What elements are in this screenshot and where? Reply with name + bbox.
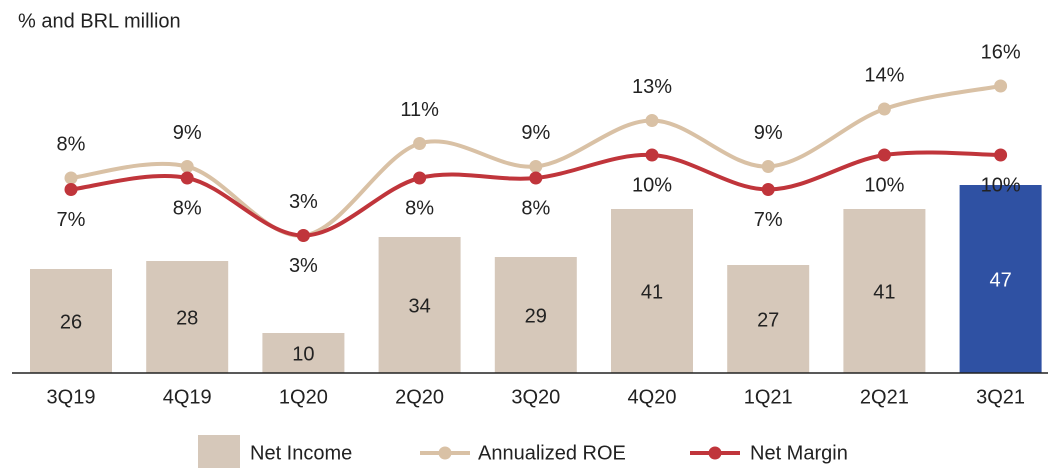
bar-label: 28 [176,307,198,329]
x-tick-label: 3Q20 [511,386,560,408]
line-label: 11% [400,99,439,121]
bar-label: 29 [525,305,547,327]
legend-label: Net Income [250,442,352,464]
line-marker [529,171,543,185]
line-marker [413,137,427,150]
chart-subtitle: % and BRL million [18,10,181,32]
line-marker [877,148,891,162]
bar-label: 34 [408,295,430,317]
line-marker [645,114,659,127]
legend-label: Annualized ROE [478,442,626,464]
line-marker [994,79,1008,93]
line-marker [180,171,194,185]
bar [262,333,345,373]
bar [843,209,926,373]
line-marker [645,148,659,162]
line-label: 8% [173,197,202,219]
line-label: 3% [289,255,318,277]
line-label: 9% [173,122,202,144]
legend-label: Net Margin [750,442,848,464]
x-tick-label: 1Q21 [744,386,793,408]
line-label: 9% [754,122,783,144]
bar [378,237,461,373]
line-label: 8% [521,197,550,219]
line-label: 10% [981,174,1021,196]
line-label: 8% [405,197,434,219]
x-tick-label: 1Q20 [279,386,328,408]
line-label: 13% [632,76,672,98]
x-tick-label: 2Q21 [860,386,909,408]
line-label: 9% [521,122,550,144]
line-marker [296,229,310,242]
legend-swatch [198,435,240,468]
line-marker [64,183,78,196]
bar-label: 41 [641,281,663,303]
x-tick-label: 2Q20 [395,386,444,408]
line-marker [413,171,427,185]
bar [146,261,229,373]
bar-label: 47 [989,269,1011,291]
bar [30,269,112,373]
bar [727,265,810,373]
bar-label: 41 [873,281,895,303]
bar [611,209,693,373]
bar-label: 10 [292,343,314,365]
x-tick-label: 4Q19 [163,386,212,408]
line-label: 16% [981,41,1021,63]
x-tick-label: 3Q21 [976,386,1025,408]
legend-marker [708,446,722,460]
line-label: 8% [57,133,86,155]
bar [959,185,1042,373]
bar [494,257,577,373]
x-tick-label: 3Q19 [47,386,96,408]
bar-label: 27 [757,309,779,331]
line-label: 10% [864,174,904,196]
line-label: 7% [754,209,783,231]
legend-marker [438,446,452,460]
line-marker [761,183,775,196]
line-marker [761,160,775,173]
line-label: 7% [57,209,86,231]
line-marker [877,102,891,116]
line-marker [180,160,194,173]
x-tick-label: 4Q20 [628,386,677,408]
line-marker [529,160,543,173]
line-label: 3% [289,191,318,213]
line-marker [994,148,1008,162]
bar-label: 26 [60,311,82,333]
line-label: 10% [632,174,672,196]
line-label: 14% [864,64,904,86]
line-marker [64,171,78,185]
